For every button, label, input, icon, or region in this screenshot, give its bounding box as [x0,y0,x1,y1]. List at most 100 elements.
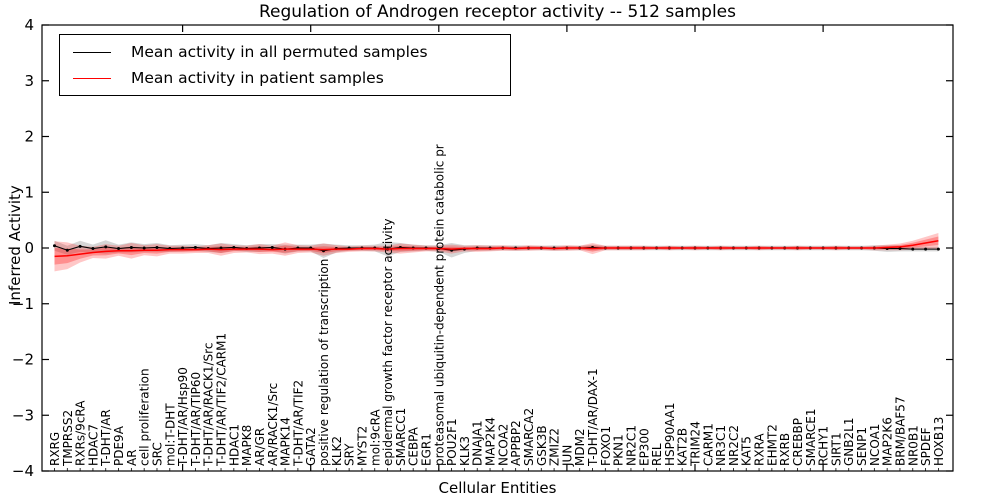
permuted-point-marker [232,245,236,249]
y-tick-label: −4 [12,462,34,480]
x-tick-label: MAP2K4 [484,417,498,466]
permuted-line-swatch-icon [73,51,111,53]
x-tick-label: SMARCC1 [394,408,408,466]
x-tick-label: REL [650,443,664,466]
x-tick-label: EP300 [637,428,651,466]
x-tick-label: NR0B1 [906,425,920,466]
permuted-point-marker [193,245,197,249]
x-tick-label: T-DHT/AR/TIP60 [189,372,203,467]
y-tick-label: 4 [24,16,34,34]
x-tick-label: cell proliferation [138,368,152,466]
x-tick-label: KAT5 [740,436,754,466]
x-tick-label: HDAC7 [86,424,100,466]
y-tick-label: −1 [12,295,34,313]
x-tick-label: T-DHT/AR/Hsp90 [176,367,190,467]
x-tick-label: NCOA1 [868,424,882,466]
x-tick-label: T-DHT/AR/DAX-1 [586,368,600,467]
legend-item-patient: Mean activity in patient samples [73,69,510,87]
x-tick-label: DNAJA1 [471,420,485,466]
x-tick-label: SPDEF [919,427,933,466]
patient-band-inner [54,236,939,265]
x-tick-label: CREBBP [791,418,805,466]
y-axis-label: Inferred Activity [6,185,24,305]
x-tick-label: POU2F1 [445,418,459,466]
permuted-point-marker [91,247,95,251]
x-tick-label: SIRT1 [829,432,843,466]
x-tick-label: EGR1 [419,433,433,466]
x-tick-label: RXRA [753,433,767,466]
x-tick-label: PKN1 [612,434,626,466]
x-tick-label: MDM2 [573,428,587,466]
x-tick-label: PDE9A [112,425,126,466]
y-tick-label: −2 [12,351,34,369]
y-tick-label: 1 [24,183,34,201]
permuted-point-marker [936,247,940,251]
x-tick-label: positive regulation of transcription [317,259,331,466]
permuted-point-marker [181,246,185,250]
x-tick-label: SRY [343,443,357,466]
x-tick-label: FOXO1 [599,426,613,466]
x-tick-label: SMARCE1 [804,408,818,466]
permuted-point-marker [924,247,928,251]
permuted-point-marker [911,247,915,251]
x-tick-label: HOXB13 [932,417,946,466]
x-tick-label: AR/GR [253,428,267,466]
legend: Mean activity in all permuted samples Me… [59,34,511,96]
permuted-point-marker [117,247,121,251]
permuted-point-marker [65,248,69,252]
x-tick-label: ZMIZ2 [548,428,562,466]
x-tick-label: proteasomal ubiquitin-dependent protein … [432,144,446,466]
legend-label-patient: Mean activity in patient samples [131,69,384,87]
x-tick-label: MAP2K6 [881,417,895,466]
x-tick-label: GNB2L1 [842,418,856,466]
permuted-point-marker [104,245,108,249]
x-tick-label: mol:T-DHT [163,403,177,466]
x-tick-label: SENP1 [855,427,869,466]
patient-band-outer [54,232,939,272]
x-tick-label: NR2C1 [624,425,638,466]
x-tick-label: GSK3B [535,425,549,466]
x-tick-label: KLK3 [458,436,472,466]
x-tick-label: RCHY1 [817,426,831,466]
x-tick-label: mol:9cRA [368,409,382,466]
x-tick-label: NR2C2 [727,425,741,466]
x-tick-label: MAPK14 [279,417,293,466]
x-tick-label: SMARCA2 [522,408,536,466]
permuted-point-marker [78,244,82,248]
x-tick-label: TRIM24 [689,421,703,467]
x-tick-label: CEBPA [407,426,421,466]
x-tick-label: T-DHT/AR/TIF2 [291,380,305,467]
x-tick-label: AR/RACK1/Src [266,383,280,466]
x-tick-label: GATA2 [304,427,318,466]
permuted-point-marker [155,245,159,249]
x-tick-label: NCOA2 [496,424,510,466]
x-tick-label: SRC [150,442,164,466]
x-tick-label: HDAC1 [227,424,241,466]
permuted-point-marker [219,246,223,250]
y-tick-label: 3 [24,72,34,90]
x-tick-label: TMPRSS2 [61,410,75,467]
permuted-point-marker [129,245,133,249]
y-tick-label: 0 [24,239,34,257]
permuted-point-marker [142,246,146,250]
x-tick-label: AR [125,449,139,466]
x-tick-label: JUN [560,445,574,467]
x-tick-label: T-DHT/AR/RACK1/Src [202,343,216,467]
patient-mean-line [54,240,939,258]
x-tick-label: NR3C1 [714,425,728,466]
x-tick-label: MAPK8 [240,425,254,466]
x-tick-label: RXRG [48,432,62,466]
x-tick-label: KAT2B [676,428,690,466]
x-axis-label: Cellular Entities [438,479,557,497]
x-tick-label: BRM/BAF57 [893,396,907,466]
x-tick-label: MYST2 [355,426,369,466]
legend-label-permuted: Mean activity in all permuted samples [131,43,428,61]
x-tick-label: T-DHT/AR [99,409,113,467]
x-tick-label: CARM1 [701,423,715,466]
legend-item-permuted: Mean activity in all permuted samples [73,43,510,61]
y-tick-label: −3 [12,406,34,424]
permuted-point-marker [898,247,902,251]
x-tick-label: HSP90AA1 [663,402,677,466]
